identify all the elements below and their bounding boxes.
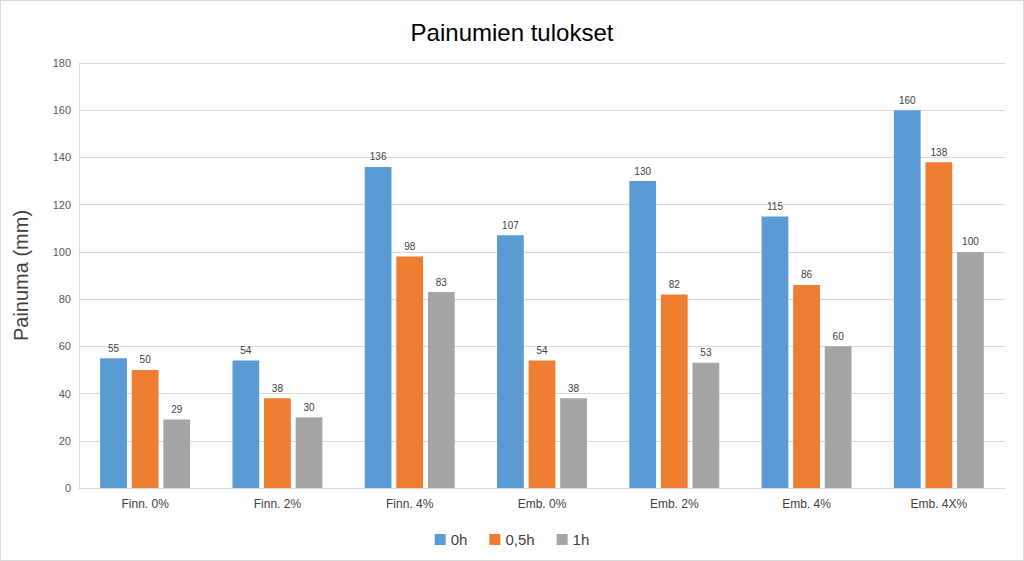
svg-text:107: 107 xyxy=(502,220,519,231)
svg-text:80: 80 xyxy=(59,293,71,305)
svg-text:Emb. 4X%: Emb. 4X% xyxy=(911,497,968,511)
svg-text:100: 100 xyxy=(962,236,979,247)
svg-text:38: 38 xyxy=(272,383,284,394)
svg-text:Painumien tulokset: Painumien tulokset xyxy=(411,19,614,46)
svg-text:86: 86 xyxy=(801,269,813,280)
svg-text:54: 54 xyxy=(536,345,548,356)
svg-text:54: 54 xyxy=(240,345,252,356)
svg-text:100: 100 xyxy=(53,246,71,258)
svg-text:Finn. 0%: Finn. 0% xyxy=(121,497,169,511)
svg-text:82: 82 xyxy=(669,279,681,290)
svg-text:60: 60 xyxy=(833,331,845,342)
svg-text:38: 38 xyxy=(568,383,580,394)
svg-text:40: 40 xyxy=(59,388,71,400)
svg-text:136: 136 xyxy=(370,151,387,162)
svg-text:20: 20 xyxy=(59,435,71,447)
svg-text:55: 55 xyxy=(108,343,120,354)
svg-text:Emb. 4%: Emb. 4% xyxy=(782,497,831,511)
svg-text:180: 180 xyxy=(53,57,71,69)
svg-text:115: 115 xyxy=(767,201,783,212)
svg-text:0: 0 xyxy=(65,482,71,494)
svg-text:60: 60 xyxy=(59,340,71,352)
svg-text:98: 98 xyxy=(404,241,416,252)
svg-text:Painuma (mm): Painuma (mm) xyxy=(10,210,32,341)
svg-text:83: 83 xyxy=(436,277,448,288)
svg-text:0,5h: 0,5h xyxy=(505,531,534,548)
svg-text:29: 29 xyxy=(171,404,183,415)
svg-text:138: 138 xyxy=(931,147,948,158)
svg-text:Emb. 2%: Emb. 2% xyxy=(650,497,699,511)
svg-text:160: 160 xyxy=(53,104,71,116)
svg-text:53: 53 xyxy=(700,347,712,358)
svg-text:160: 160 xyxy=(899,95,916,106)
svg-text:Finn. 2%: Finn. 2% xyxy=(254,497,302,511)
svg-text:Finn. 4%: Finn. 4% xyxy=(386,497,434,511)
svg-text:30: 30 xyxy=(303,402,315,413)
svg-text:1h: 1h xyxy=(573,531,590,548)
svg-text:0h: 0h xyxy=(451,531,468,548)
svg-text:140: 140 xyxy=(53,151,71,163)
svg-text:120: 120 xyxy=(53,199,71,211)
svg-text:50: 50 xyxy=(140,354,152,365)
svg-text:Emb. 0%: Emb. 0% xyxy=(518,497,567,511)
svg-text:130: 130 xyxy=(634,166,651,177)
